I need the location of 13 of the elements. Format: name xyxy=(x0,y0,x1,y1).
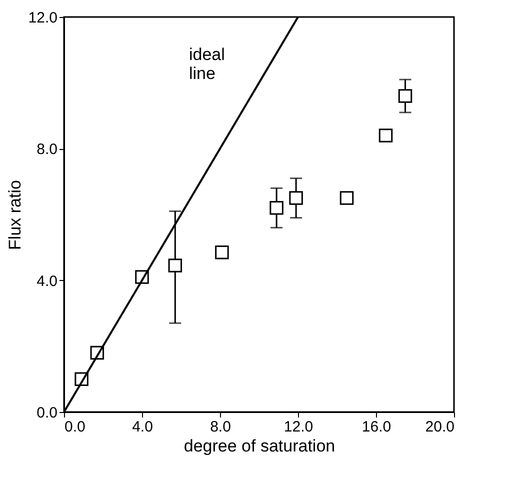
x-tick-label: 4.0 xyxy=(132,418,153,436)
y-tick-label: 8.0 xyxy=(36,141,58,158)
y-tick-label: 4.0 xyxy=(36,272,58,290)
annotation: ideal line xyxy=(189,45,225,83)
x-tick-label: 16.0 xyxy=(362,418,392,436)
y-tick-label: 12.0 xyxy=(28,10,58,26)
y-axis-title: Flux ratio xyxy=(5,180,24,250)
x-tick-label: 0.0 xyxy=(64,418,86,436)
x-axis-title: degree of saturation xyxy=(184,436,336,456)
x-tick-label: 8.0 xyxy=(210,418,231,436)
x-tick-label: 20.0 xyxy=(425,418,454,436)
y-tick-label: 0.0 xyxy=(36,404,58,422)
x-tick-label: 12.0 xyxy=(284,418,314,436)
